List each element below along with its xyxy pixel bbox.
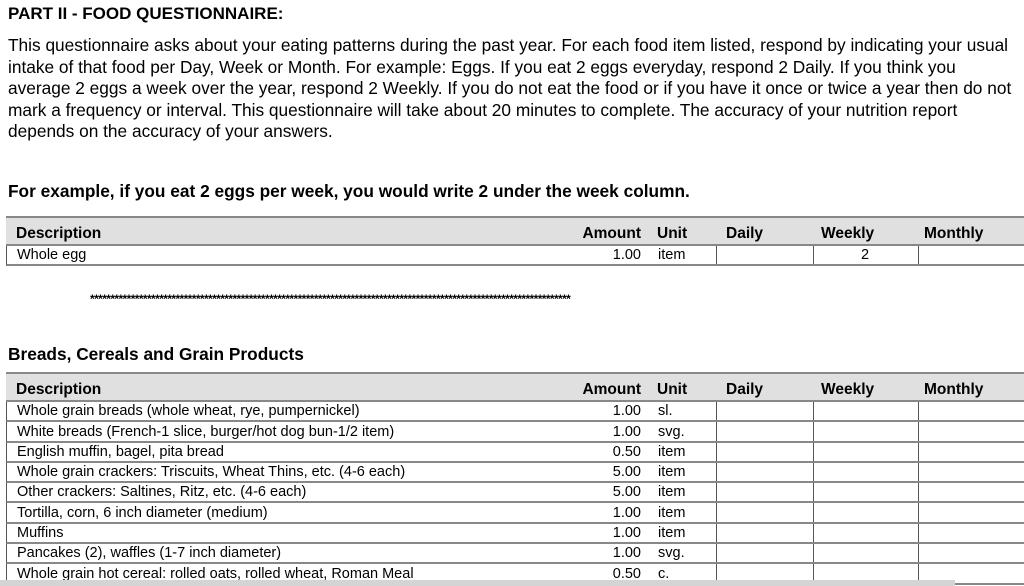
weekly-cell[interactable]: [813, 442, 814, 461]
table-row: Whole egg 1.00 item 2: [6, 246, 1024, 267]
table-row: Muffins 1.00 item: [6, 523, 1024, 545]
row-description: Tortilla, corn, 6 inch diameter (medium): [17, 504, 268, 521]
monthly-cell[interactable]: [918, 422, 919, 441]
monthly-cell[interactable]: [918, 523, 919, 543]
table-row: Whole grain crackers: Triscuits, Wheat T…: [6, 462, 1024, 484]
row-amount: 5.00: [612, 484, 641, 501]
monthly-cell[interactable]: [918, 503, 919, 522]
example-table: Description Amount Unit Daily Weekly Mon…: [6, 216, 1024, 267]
daily-cell[interactable]: [716, 422, 717, 441]
daily-cell[interactable]: [716, 564, 717, 583]
table-row: Other crackers: Saltines, Ritz, etc. (4-…: [6, 483, 1024, 504]
row-unit: item: [658, 525, 686, 542]
weekly-cell[interactable]: [813, 246, 814, 265]
col-amount: Amount: [582, 225, 641, 242]
table-row: Whole grain breads (whole wheat, rye, pu…: [6, 402, 1024, 423]
row-description: Muffins: [17, 525, 64, 542]
weekly-value: 2: [860, 247, 870, 264]
horizontal-scrollbar[interactable]: [0, 580, 955, 586]
row-description: Other crackers: Saltines, Ritz, etc. (4-…: [17, 484, 307, 501]
row-amount: 1.00: [612, 545, 641, 562]
row-unit: item: [658, 504, 686, 521]
row-amount: 5.00: [612, 464, 641, 481]
table-header: Description Amount Unit Daily Weekly Mon…: [6, 218, 1024, 246]
row-unit: c.: [658, 565, 670, 582]
col-daily: Daily: [726, 225, 764, 242]
row-amount: 1.00: [612, 525, 641, 542]
monthly-cell[interactable]: [918, 462, 919, 482]
row-amount: 0.50: [612, 443, 641, 460]
col-amount: Amount: [582, 381, 641, 398]
row-unit: sl.: [658, 403, 673, 420]
daily-cell[interactable]: [716, 246, 717, 265]
col-weekly: Weekly: [821, 225, 875, 242]
daily-cell[interactable]: [716, 462, 717, 482]
weekly-cell[interactable]: [813, 564, 814, 583]
row-description: Whole grain breads (whole wheat, rye, pu…: [17, 403, 360, 420]
row-amount: 1.00: [612, 247, 641, 264]
table-header: Description Amount Unit Daily Weekly Mon…: [6, 374, 1024, 402]
weekly-cell[interactable]: [813, 503, 814, 522]
row-description: Whole egg: [17, 247, 87, 264]
daily-cell[interactable]: [716, 523, 717, 543]
row-unit: svg.: [658, 545, 685, 562]
table-row: English muffin, bagel, pita bread 0.50 i…: [6, 442, 1024, 463]
monthly-cell[interactable]: [918, 564, 919, 583]
daily-cell[interactable]: [716, 483, 717, 502]
monthly-cell[interactable]: [918, 544, 919, 563]
row-amount: 1.00: [612, 423, 641, 440]
table-row: White breads (French-1 slice, burger/hot…: [6, 422, 1024, 443]
col-unit: Unit: [657, 225, 688, 242]
row-description: English muffin, bagel, pita bread: [17, 443, 224, 460]
row-amount: 0.50: [612, 565, 641, 582]
row-description: Pancakes (2), waffles (1-7 inch diameter…: [17, 545, 282, 562]
separator: ****************************************…: [90, 292, 571, 306]
daily-cell[interactable]: [716, 442, 717, 461]
example-note: For example, if you eat 2 eggs per week,…: [8, 181, 690, 201]
row-unit: item: [658, 247, 686, 264]
table-row: Tortilla, corn, 6 inch diameter (medium)…: [6, 503, 1024, 524]
table-row: Pancakes (2), waffles (1-7 inch diameter…: [6, 544, 1024, 565]
monthly-cell[interactable]: [918, 442, 919, 461]
weekly-cell[interactable]: [813, 483, 814, 502]
weekly-cell[interactable]: [813, 402, 814, 421]
row-description: Whole grain crackers: Triscuits, Wheat T…: [17, 464, 406, 481]
col-daily: Daily: [726, 381, 764, 398]
row-unit: svg.: [658, 423, 685, 440]
weekly-cell[interactable]: [813, 422, 814, 441]
row-description: Whole grain hot cereal: rolled oats, rol…: [17, 565, 414, 582]
part-heading: PART II - FOOD QUESTIONNAIRE:: [8, 4, 284, 23]
weekly-cell[interactable]: [813, 523, 814, 543]
row-description: White breads (French-1 slice, burger/hot…: [17, 423, 395, 440]
monthly-cell[interactable]: [918, 246, 919, 265]
col-monthly: Monthly: [924, 381, 984, 398]
col-unit: Unit: [657, 381, 688, 398]
weekly-cell[interactable]: [813, 544, 814, 563]
col-description: Description: [16, 225, 102, 242]
weekly-cell[interactable]: [813, 462, 814, 482]
section-title: Breads, Cereals and Grain Products: [8, 344, 304, 364]
row-unit: item: [658, 443, 686, 460]
daily-cell[interactable]: [716, 402, 717, 421]
row-unit: item: [658, 464, 686, 481]
row-amount: 1.00: [612, 504, 641, 521]
monthly-cell[interactable]: [918, 402, 919, 421]
col-weekly: Weekly: [821, 381, 875, 398]
daily-cell[interactable]: [716, 544, 717, 563]
monthly-cell[interactable]: [918, 483, 919, 502]
food-table: Description Amount Unit Daily Weekly Mon…: [6, 372, 1024, 585]
row-unit: item: [658, 484, 686, 501]
col-description: Description: [16, 381, 102, 398]
daily-cell[interactable]: [716, 503, 717, 522]
row-amount: 1.00: [612, 403, 641, 420]
col-monthly: Monthly: [924, 225, 984, 242]
instructions: This questionnaire asks about your eatin…: [8, 35, 1012, 142]
